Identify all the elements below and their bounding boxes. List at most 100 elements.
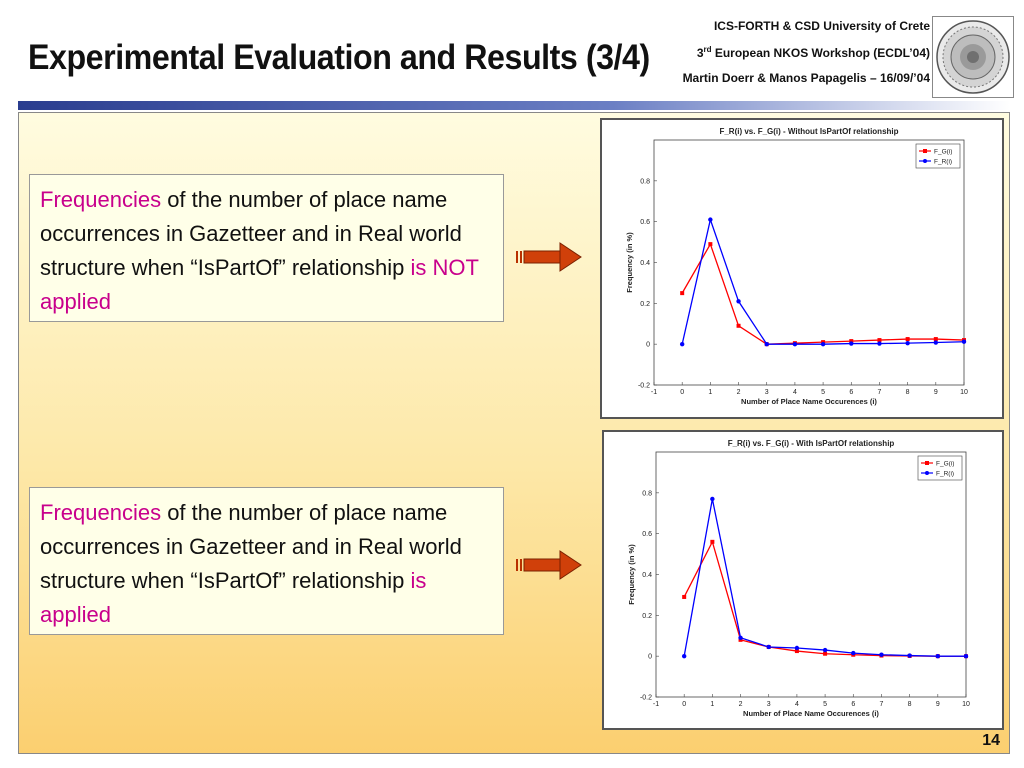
y-tick-label: 0 xyxy=(648,654,652,661)
data-point xyxy=(905,340,910,346)
y-tick-label: 0.4 xyxy=(640,260,650,267)
x-tick-label: 6 xyxy=(849,389,853,396)
data-point xyxy=(708,217,713,222)
y-tick-label: 0.2 xyxy=(642,613,652,620)
x-tick-label: 8 xyxy=(906,389,910,396)
x-tick-label: 5 xyxy=(821,389,825,396)
chart-with-ispartof-frame: F_R(i) vs. F_G(i) - With IsPartOf relati… xyxy=(602,430,1004,730)
x-tick-label: 7 xyxy=(878,389,882,396)
workshop-label: 3rd European NKOS Workshop (ECDL’04) xyxy=(696,45,930,60)
data-point xyxy=(907,653,912,658)
page-number: 14 xyxy=(982,732,1000,749)
y-tick-label: 0.6 xyxy=(640,219,650,226)
data-point xyxy=(708,242,713,247)
data-point xyxy=(823,651,828,656)
legend xyxy=(915,143,961,169)
data-point xyxy=(736,299,741,304)
x-axis-label: Number of Place Name Occurences (i) xyxy=(743,709,879,718)
plot-area xyxy=(655,451,967,698)
x-tick-label: 7 xyxy=(880,701,884,708)
description-text: of the number of place name occurrences … xyxy=(40,187,462,280)
x-tick-label: 3 xyxy=(767,701,771,708)
description-box-1: Frequencies of the number of place name … xyxy=(29,174,504,322)
data-point xyxy=(679,341,685,347)
x-tick-label: 2 xyxy=(739,701,743,708)
x-tick-label: -1 xyxy=(651,389,657,396)
y-tick-label: 0.4 xyxy=(642,572,652,579)
slide-title: Experimental Evaluation and Results (3/4… xyxy=(28,38,650,77)
data-point xyxy=(961,339,967,344)
legend xyxy=(917,455,963,481)
chart-without-ispartof-frame: F_R(i) vs. F_G(i) - Without IsPartOf rel… xyxy=(600,118,1004,419)
legend-marker xyxy=(925,471,929,475)
x-tick-label: 2 xyxy=(737,389,741,396)
data-point xyxy=(905,337,910,342)
data-point xyxy=(822,647,828,653)
y-tick-label: 0.6 xyxy=(642,531,652,538)
x-tick-label: 10 xyxy=(962,701,970,708)
highlight-condition: is applied xyxy=(40,568,427,627)
x-tick-label: 1 xyxy=(710,701,714,708)
data-point xyxy=(794,649,799,654)
legend-marker xyxy=(925,461,929,465)
data-point xyxy=(792,341,798,347)
x-axis-label: Number of Place Name Occurences (i) xyxy=(741,397,877,406)
highlight-frequencies: Frequencies xyxy=(40,500,162,525)
authors-label: Martin Doerr & Manos Papagelis – 16/09/’… xyxy=(682,71,930,85)
data-point xyxy=(935,653,941,659)
x-tick-label: 1 xyxy=(708,389,712,396)
x-tick-label: 6 xyxy=(851,701,855,708)
y-axis-label: Frequency (in %) xyxy=(625,232,634,293)
right-arrow-icon xyxy=(516,242,582,272)
data-point xyxy=(849,341,854,346)
legend-label: F_G(i) xyxy=(934,149,952,156)
x-tick-label: -1 xyxy=(653,701,659,708)
data-point xyxy=(820,341,826,347)
y-tick-label: 0 xyxy=(646,342,650,349)
legend-marker xyxy=(923,149,927,153)
y-axis-label: Frequency (in %) xyxy=(627,544,636,605)
data-point xyxy=(879,652,884,657)
x-tick-label: 5 xyxy=(823,701,827,708)
data-point xyxy=(963,653,969,659)
data-point xyxy=(851,650,856,656)
legend-marker xyxy=(923,159,927,163)
data-point xyxy=(877,338,882,343)
data-point xyxy=(682,594,687,599)
legend-label: F_R(i) xyxy=(934,159,952,166)
data-point xyxy=(710,539,715,544)
chart-without-ispartof: F_R(i) vs. F_G(i) - Without IsPartOf rel… xyxy=(625,127,968,406)
y-tick-label: -0.2 xyxy=(638,383,650,390)
y-tick-label: -0.2 xyxy=(640,695,652,702)
y-tick-label: 0.8 xyxy=(640,178,650,185)
x-tick-label: 4 xyxy=(793,389,797,396)
x-tick-label: 3 xyxy=(765,389,769,396)
right-arrow-icon xyxy=(516,550,582,580)
y-tick-label: 0.8 xyxy=(642,490,652,497)
data-point xyxy=(736,323,741,328)
data-point xyxy=(680,291,685,296)
data-point xyxy=(933,337,938,342)
x-tick-label: 9 xyxy=(936,701,940,708)
y-tick-label: 0.2 xyxy=(640,301,650,308)
x-tick-label: 8 xyxy=(908,701,912,708)
data-point xyxy=(849,339,854,344)
university-seal-logo xyxy=(932,16,1014,98)
x-tick-label: 10 xyxy=(960,389,968,396)
legend-label: F_R(i) xyxy=(936,471,954,478)
data-point xyxy=(766,644,771,650)
data-point xyxy=(710,496,715,502)
x-tick-label: 9 xyxy=(934,389,938,396)
header-rule xyxy=(18,101,1010,110)
description-text: of the number of place name occurrences … xyxy=(40,500,462,593)
description-box-2: Frequencies of the number of place name … xyxy=(29,487,504,635)
x-tick-label: 0 xyxy=(682,701,686,708)
x-tick-label: 0 xyxy=(680,389,684,396)
data-point xyxy=(933,340,939,345)
chart-title: F_R(i) vs. F_G(i) - With IsPartOf relati… xyxy=(728,439,895,448)
legend-label: F_G(i) xyxy=(936,461,954,468)
org-label: ICS-FORTH & CSD University of Crete xyxy=(713,19,930,33)
data-point xyxy=(794,645,800,651)
data-point xyxy=(877,341,882,346)
highlight-frequencies: Frequencies xyxy=(40,187,162,212)
